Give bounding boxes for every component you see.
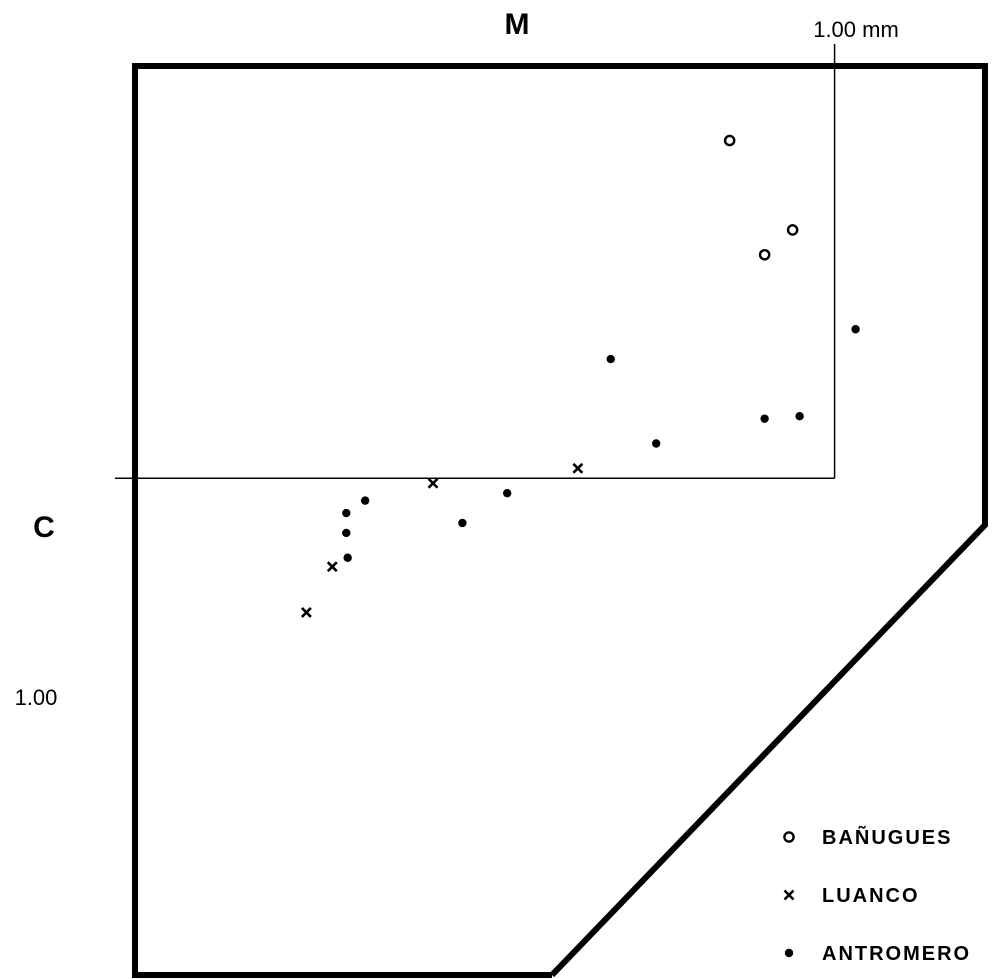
legend-label-banugues: BAÑUGUES	[822, 826, 952, 849]
legend-marker-0	[783, 831, 795, 843]
point-series2-10	[343, 553, 352, 562]
point-series0-0	[723, 134, 736, 147]
point-series2-2	[795, 411, 804, 421]
data-points	[300, 134, 860, 618]
point-series2-3	[760, 414, 769, 423]
point-series1-1	[427, 477, 439, 489]
point-series0-2	[758, 248, 771, 261]
legend-label-luanco: LUANCO	[822, 885, 920, 907]
point-series2-5	[502, 488, 512, 498]
point-series1-3	[300, 606, 312, 618]
point-series2-9	[342, 528, 351, 538]
point-series2-6	[360, 496, 370, 505]
x-axis-label: M	[505, 8, 530, 41]
legend: BAÑUGUES LUANCO ANTROMERO	[783, 826, 971, 965]
point-series2-0	[851, 325, 860, 334]
legend-label-antromero: ANTROMERO	[822, 943, 971, 965]
point-series2-8	[458, 518, 467, 528]
x-reference-label: 1.00 mm	[813, 17, 899, 42]
legend-marker-1	[783, 889, 795, 901]
y-reference-label: 1.00	[15, 685, 58, 710]
point-series1-0	[572, 462, 584, 474]
y-axis-label: C	[33, 511, 55, 544]
boundary-frame	[132, 63, 988, 978]
point-series2-1	[606, 354, 615, 364]
point-series2-4	[651, 439, 661, 448]
point-series0-1	[786, 224, 799, 236]
point-series2-7	[342, 508, 351, 518]
point-series1-2	[326, 561, 338, 573]
legend-marker-2	[784, 948, 794, 958]
